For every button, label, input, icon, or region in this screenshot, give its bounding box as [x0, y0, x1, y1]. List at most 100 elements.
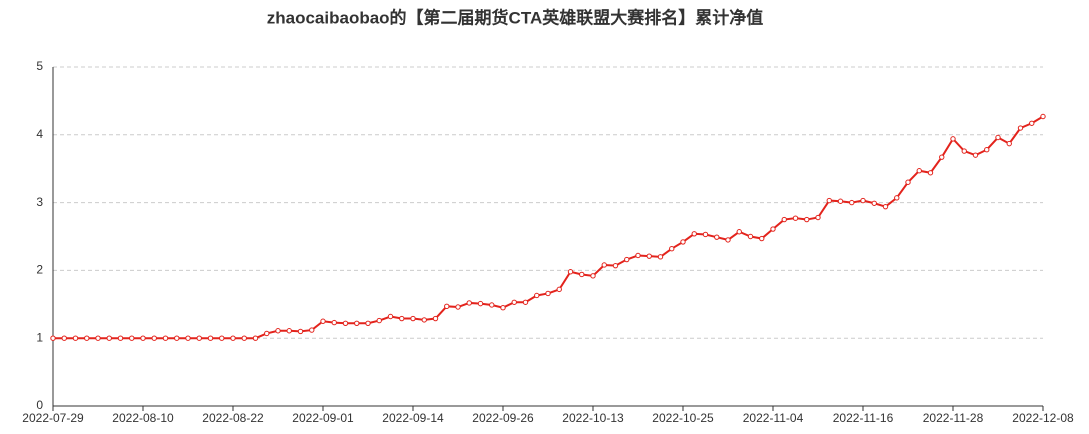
point	[815, 214, 821, 221]
x-tick-label: 2022-07-29	[22, 411, 84, 425]
x-tick-label: 2022-08-22	[202, 411, 264, 425]
point	[1006, 140, 1012, 147]
point	[646, 253, 652, 259]
point	[230, 335, 236, 341]
point	[534, 292, 540, 299]
point	[725, 237, 731, 243]
point	[522, 299, 529, 305]
point	[736, 229, 742, 235]
point	[72, 335, 79, 341]
point	[826, 197, 832, 204]
point	[894, 195, 900, 201]
x-tick-label: 2022-11-28	[923, 411, 984, 425]
point	[747, 233, 754, 240]
point	[275, 328, 281, 334]
point	[961, 148, 967, 154]
point	[444, 303, 450, 310]
point	[50, 335, 56, 341]
x-tick-label: 2022-11-16	[833, 411, 894, 425]
point	[151, 335, 157, 341]
point	[354, 320, 360, 326]
point	[950, 136, 956, 142]
point	[792, 215, 799, 221]
point	[286, 328, 292, 334]
point	[860, 197, 866, 204]
point	[624, 256, 630, 263]
x-tick-label: 2022-08-10	[112, 411, 174, 425]
point	[466, 300, 472, 306]
point	[162, 335, 169, 341]
point	[432, 315, 439, 322]
point	[207, 335, 214, 341]
point	[264, 330, 270, 337]
point	[410, 315, 416, 322]
point	[331, 319, 337, 326]
y-tick-label: 0	[36, 398, 43, 412]
point	[365, 320, 371, 326]
point	[939, 154, 945, 160]
line	[53, 115, 1044, 340]
point	[387, 313, 394, 320]
point	[927, 170, 934, 176]
x-tick-label: 2022-09-01	[292, 411, 354, 425]
point	[421, 317, 427, 323]
point	[489, 302, 495, 308]
x-tick-label: 2022-10-13	[562, 411, 624, 425]
point	[252, 335, 259, 341]
point	[905, 179, 911, 185]
point	[770, 226, 776, 232]
point	[804, 216, 810, 223]
point	[185, 335, 191, 341]
point	[219, 335, 225, 341]
point	[882, 203, 889, 210]
x-tick-label: 2022-10-25	[652, 411, 714, 425]
point	[759, 235, 765, 242]
point	[477, 300, 484, 307]
point	[1029, 120, 1035, 126]
point	[117, 335, 124, 341]
point	[84, 335, 90, 341]
point	[1040, 113, 1046, 120]
point	[129, 335, 135, 341]
point	[702, 231, 709, 238]
point	[635, 252, 641, 259]
point	[95, 335, 101, 341]
point	[455, 304, 461, 310]
point	[196, 335, 202, 341]
y-tick-label: 2	[36, 263, 43, 277]
point	[174, 335, 180, 341]
point	[680, 239, 686, 245]
point	[714, 234, 720, 240]
point	[972, 152, 979, 158]
point	[61, 335, 67, 341]
point	[500, 304, 506, 311]
point	[837, 198, 844, 204]
y-tick-label: 4	[36, 127, 43, 141]
point	[1017, 125, 1024, 131]
point	[556, 286, 562, 293]
point	[691, 231, 697, 237]
point	[601, 262, 607, 268]
x-tick-label: 2022-12-08	[1012, 411, 1074, 425]
point	[399, 315, 405, 322]
point	[241, 335, 247, 341]
point	[511, 299, 517, 305]
point	[995, 134, 1001, 141]
x-tick-label: 2022-11-04	[743, 411, 804, 425]
point	[320, 318, 326, 324]
point	[849, 199, 855, 206]
point	[545, 290, 551, 297]
y-tick-label: 1	[36, 330, 43, 344]
chart-title: zhaocaibaobao的【第二届期货CTA英雄联盟大赛排名】累计净值	[267, 7, 763, 27]
x-tick-label: 2022-09-14	[382, 411, 444, 425]
point	[916, 168, 922, 174]
point	[871, 200, 877, 206]
point	[781, 216, 787, 223]
point	[106, 335, 112, 341]
x-tick-label: 2022-09-26	[472, 411, 534, 425]
y-tick-label: 3	[36, 195, 43, 209]
point	[657, 254, 664, 260]
point	[376, 317, 382, 324]
